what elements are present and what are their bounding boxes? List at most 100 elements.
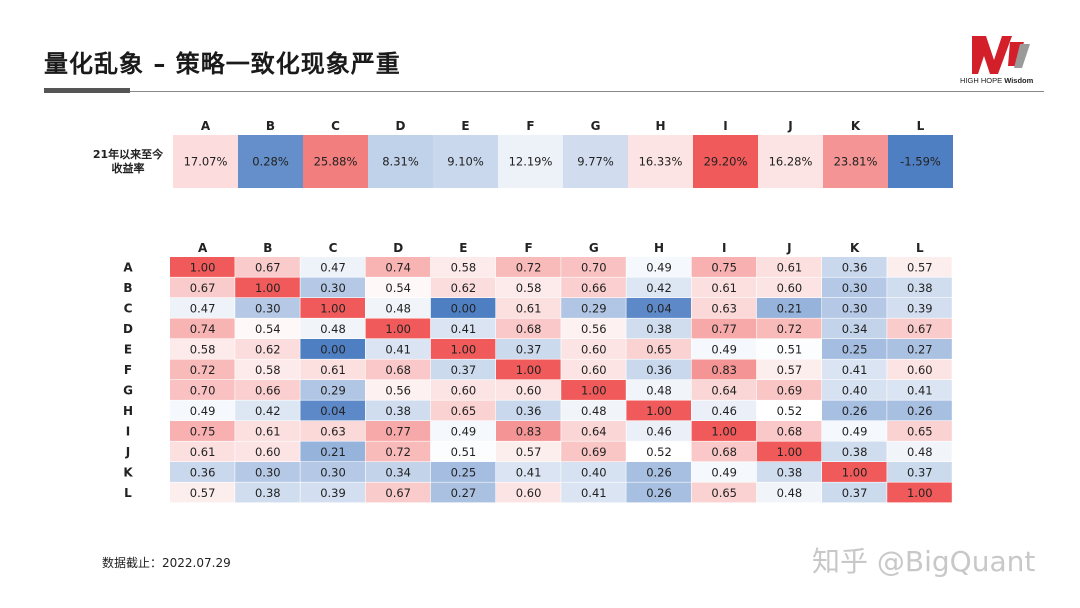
corr-cell xyxy=(887,462,952,482)
corr-cell xyxy=(561,359,626,380)
corr-col-label: J xyxy=(786,241,791,255)
corr-col-label: K xyxy=(850,241,860,255)
corr-cell xyxy=(235,462,300,482)
corr-cell-label: 0.60 xyxy=(581,363,607,377)
corr-cell-label: 0.61 xyxy=(255,424,281,438)
corr-cell xyxy=(235,482,300,503)
corr-cell xyxy=(887,482,952,503)
return-cell-label: 25.88% xyxy=(314,155,358,169)
corr-cell-label: 0.68 xyxy=(516,322,542,336)
corr-row-label: J xyxy=(125,445,130,459)
corr-cell-label: 0.00 xyxy=(451,301,477,315)
corr-cell-label: 0.41 xyxy=(907,383,933,397)
corr-cell xyxy=(496,421,561,441)
corr-cell xyxy=(430,257,496,277)
corr-cell xyxy=(170,482,235,503)
corr-cell xyxy=(626,318,691,339)
corr-cell xyxy=(561,257,626,277)
corr-col-label: L xyxy=(916,241,924,255)
corr-cell-label: 0.60 xyxy=(451,383,477,397)
corr-cell xyxy=(887,380,952,400)
corr-row-label: I xyxy=(126,424,130,438)
corr-row-label: E xyxy=(124,342,132,356)
corr-cell-label: 0.27 xyxy=(907,342,933,356)
corr-cell-label: 0.38 xyxy=(646,322,672,336)
corr-cell xyxy=(691,421,757,441)
return-cell-label: 8.31% xyxy=(382,155,419,169)
return-cell-label: 9.77% xyxy=(577,155,614,169)
return-cell xyxy=(303,135,368,188)
corr-cell-label: 0.69 xyxy=(777,383,803,397)
corr-cell xyxy=(170,400,235,421)
corr-cell-label: 0.47 xyxy=(320,260,346,274)
corr-cell-label: 0.69 xyxy=(581,445,607,459)
corr-cell xyxy=(170,277,235,298)
return-row-label: 21年以来至今 收益率 xyxy=(92,148,164,175)
corr-cell-label: 0.65 xyxy=(646,342,672,356)
corr-row-label: C xyxy=(124,301,133,315)
corr-cell-label: 0.63 xyxy=(320,424,346,438)
corr-cell xyxy=(430,318,496,339)
corr-cell xyxy=(235,298,300,318)
return-cell xyxy=(628,135,693,188)
corr-cell-label: 0.42 xyxy=(255,404,281,418)
corr-cell xyxy=(496,318,561,339)
corr-cell-label: 0.34 xyxy=(385,465,411,479)
corr-cell xyxy=(365,339,431,359)
return-cell xyxy=(498,135,563,188)
corr-cell-label: 0.48 xyxy=(385,301,411,315)
corr-cell-label: 0.61 xyxy=(777,260,803,274)
corr-cell-label: 0.70 xyxy=(190,383,216,397)
corr-col-label: E xyxy=(459,241,467,255)
corr-cell-label: 0.46 xyxy=(646,424,672,438)
return-cell-label: 16.33% xyxy=(639,155,683,169)
return-cell-label: 29.20% xyxy=(704,155,748,169)
corr-cell-label: 0.46 xyxy=(711,404,737,418)
return-cell-label: 9.10% xyxy=(447,155,484,169)
corr-cell xyxy=(365,298,431,318)
corr-cell xyxy=(887,339,952,359)
corr-col-label: D xyxy=(393,241,403,255)
corr-cell xyxy=(691,257,757,277)
corr-cell xyxy=(626,380,691,400)
corr-cell xyxy=(626,441,691,462)
corr-cell-label: 0.60 xyxy=(907,363,933,377)
page-title: 量化乱象 – 策略一致化现象严重 xyxy=(44,50,401,78)
corr-cell-label: 0.72 xyxy=(777,322,803,336)
corr-cell xyxy=(300,277,365,298)
return-cell xyxy=(368,135,433,188)
corr-cell-label: 0.49 xyxy=(646,260,672,274)
corr-cell xyxy=(626,462,691,482)
return-cell-label: 17.07% xyxy=(184,155,228,169)
corr-cell xyxy=(887,441,952,462)
corr-cell-label: 0.75 xyxy=(711,260,737,274)
corr-cell-label: 0.51 xyxy=(451,445,477,459)
corr-cell xyxy=(300,441,365,462)
corr-col-label: G xyxy=(589,241,599,255)
return-col-label: F xyxy=(526,119,534,133)
corr-cell-label: 0.67 xyxy=(255,260,281,274)
corr-cell xyxy=(235,421,300,441)
corr-cell-label: 0.56 xyxy=(385,383,411,397)
corr-cell xyxy=(365,318,431,339)
corr-cell-label: 0.25 xyxy=(842,342,868,356)
corr-cell xyxy=(430,277,496,298)
return-col-label: L xyxy=(917,119,925,133)
corr-cell xyxy=(626,359,691,380)
corr-cell xyxy=(496,257,561,277)
corr-cell-label: 0.37 xyxy=(907,465,933,479)
corr-cell-label: 0.67 xyxy=(385,486,411,500)
corr-cell xyxy=(691,359,757,380)
corr-cell-label: 0.77 xyxy=(385,424,411,438)
corr-cell xyxy=(235,380,300,400)
corr-cell xyxy=(887,318,952,339)
corr-cell xyxy=(300,421,365,441)
return-cell-label: 16.28% xyxy=(769,155,813,169)
corr-cell xyxy=(170,359,235,380)
corr-cell-label: 0.21 xyxy=(777,301,803,315)
corr-cell xyxy=(756,298,822,318)
corr-cell xyxy=(496,339,561,359)
corr-cell-label: 0.60 xyxy=(516,486,542,500)
corr-cell xyxy=(430,462,496,482)
